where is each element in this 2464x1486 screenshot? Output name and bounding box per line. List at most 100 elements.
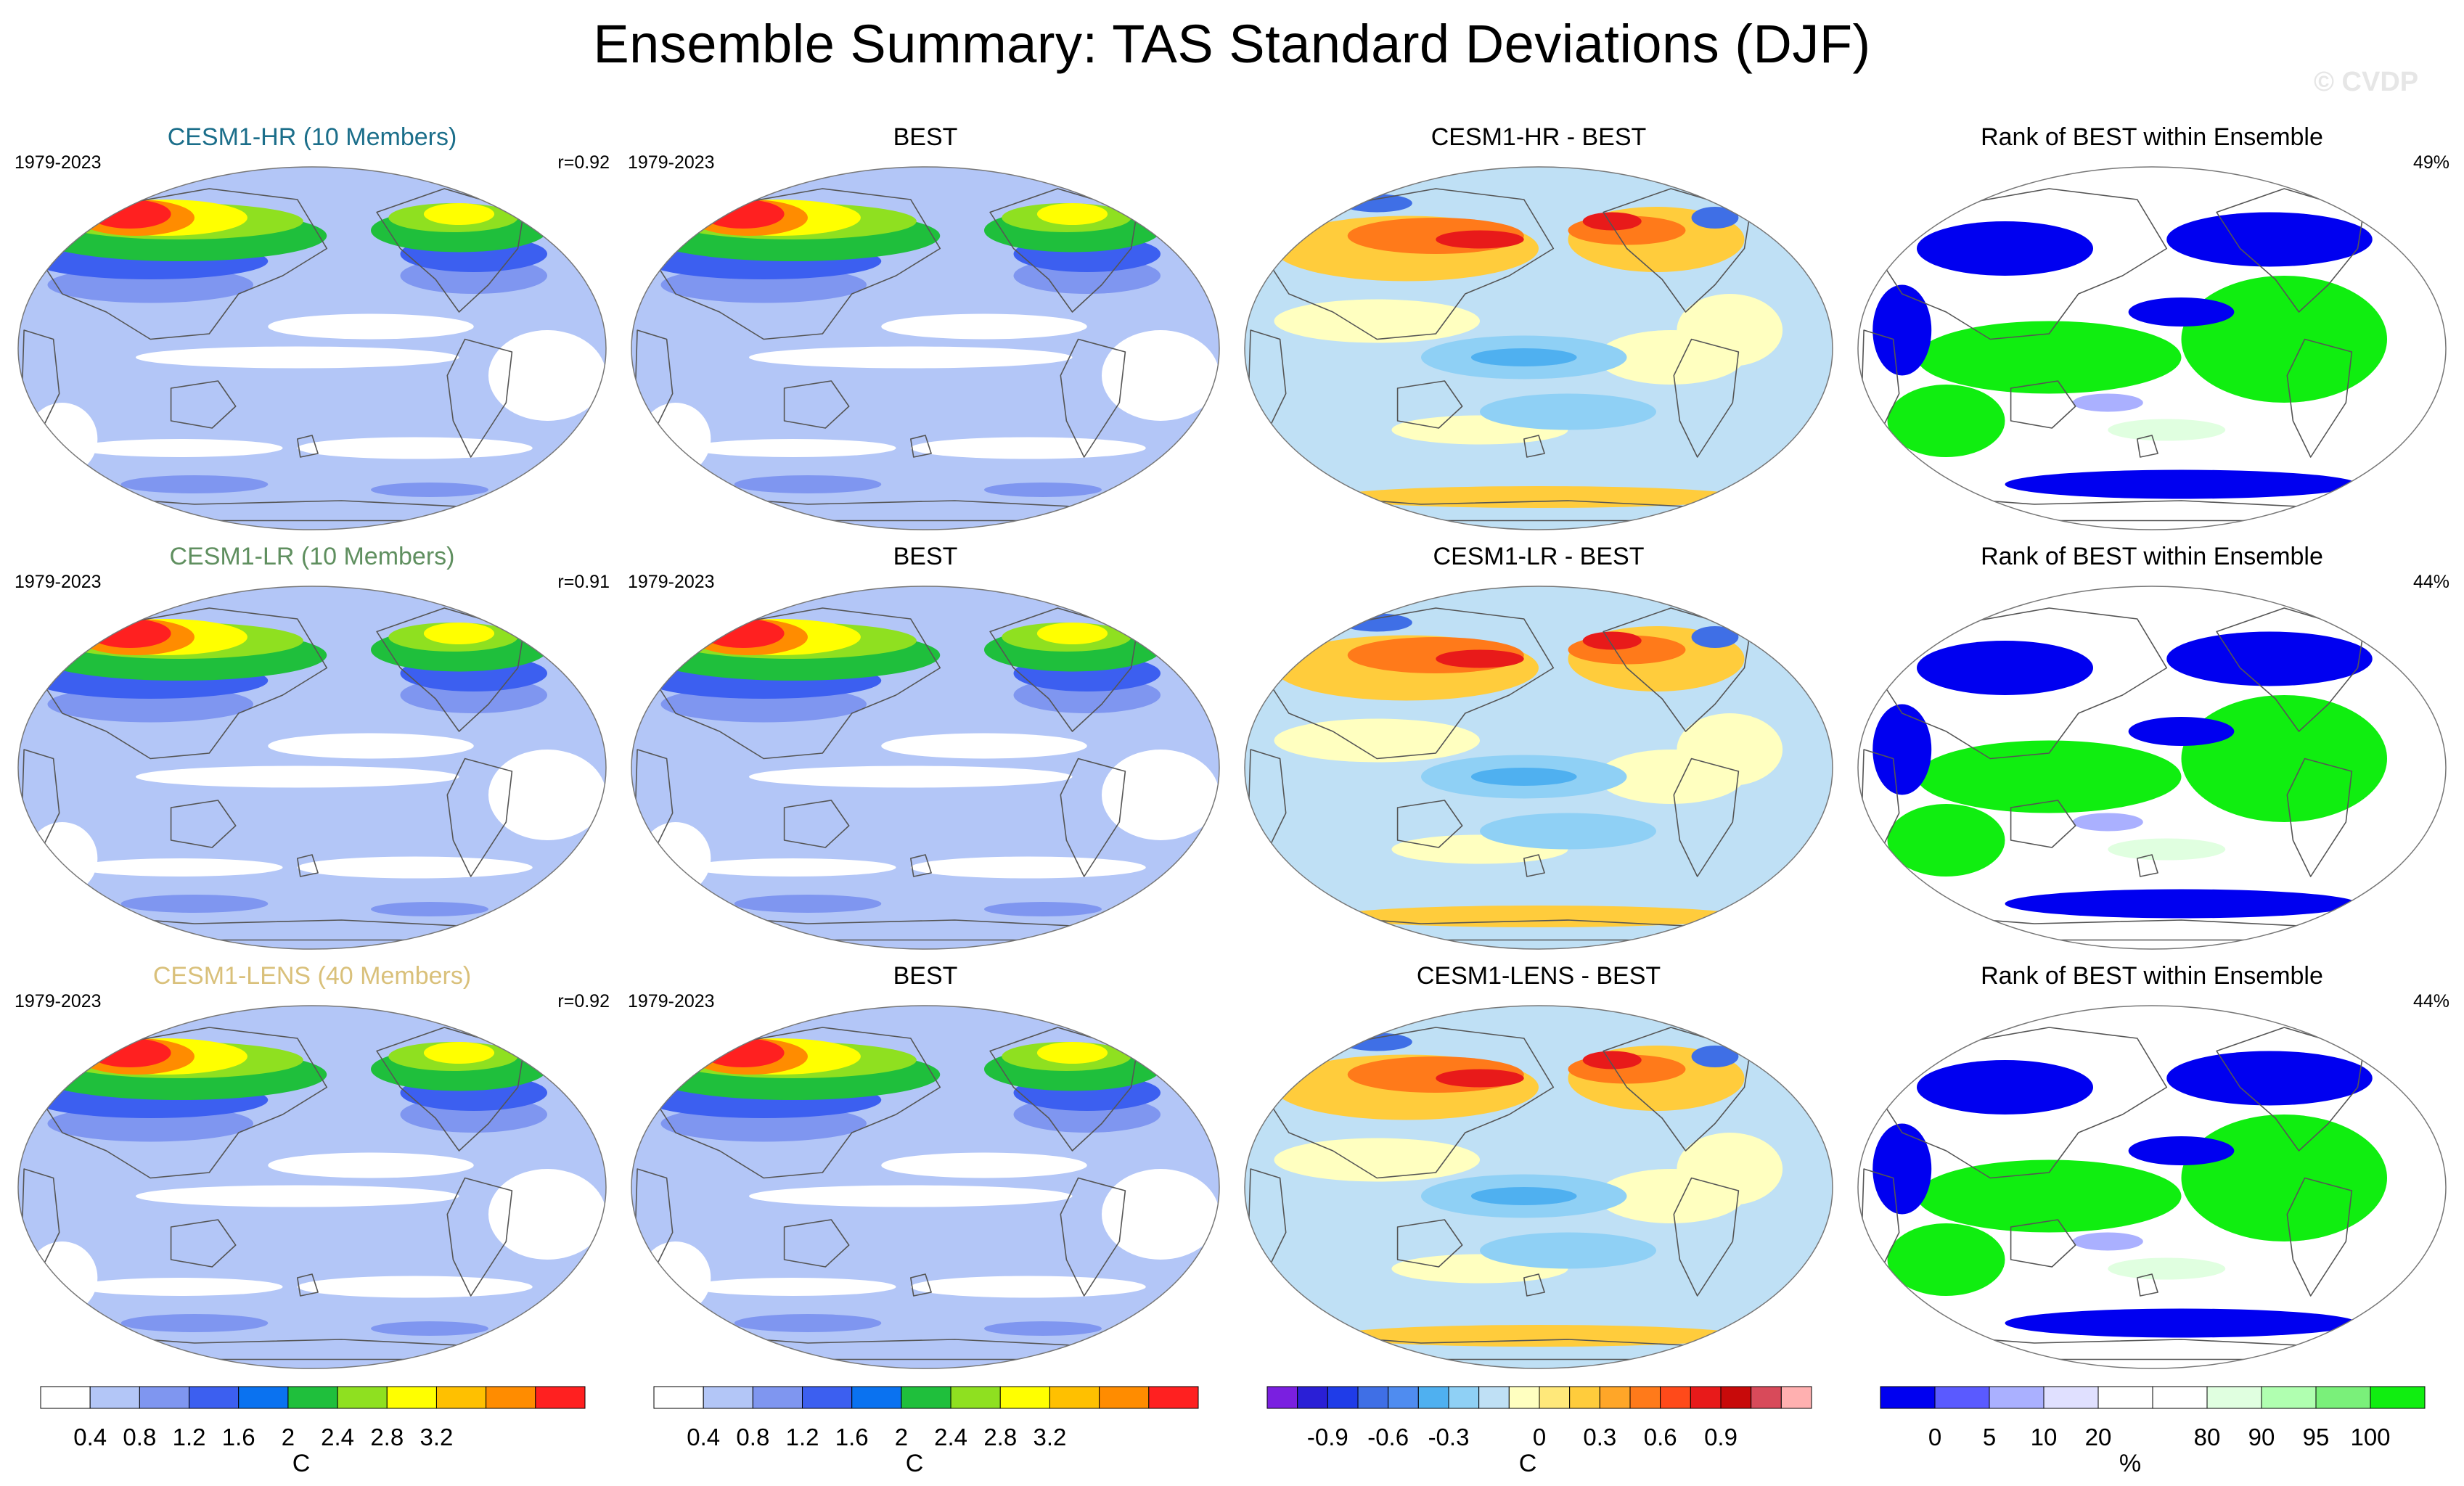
shaded-region: [2005, 469, 2358, 499]
coastline-nz: [910, 1273, 932, 1297]
shaded-region: [2181, 276, 2387, 403]
shaded-region: [734, 1314, 882, 1332]
shaded-region: [1480, 393, 1656, 430]
colorbar-swatch: [2370, 1386, 2426, 1409]
colorbar-tick-label: 0.4: [73, 1424, 107, 1450]
colorbar-tick-label: 10: [2030, 1424, 2058, 1450]
map-border: [17, 1005, 607, 1369]
coastline-greenland: [2375, 181, 2423, 237]
shaded-region: [268, 1152, 474, 1178]
rank-map: [1857, 586, 2447, 950]
stat-label: r=0.92: [557, 152, 610, 173]
shaded-region: [1917, 221, 2093, 276]
coastline-namerica: [1603, 607, 1751, 732]
colorbar-tick-label: 1.2: [785, 1424, 819, 1450]
period-label: 1979-2023: [15, 152, 102, 173]
coastline-samerica: [2286, 338, 2353, 458]
shaded-region: [136, 346, 459, 369]
shaded-region: [1436, 230, 1524, 249]
shaded-region: [371, 902, 488, 916]
colorbar-unit: C: [905, 1450, 924, 1477]
shaded-region: [1917, 1159, 2182, 1233]
colorbar-tick-label: 2.8: [370, 1424, 404, 1450]
shaded-region: [1917, 641, 2093, 695]
shaded-region: [1480, 1232, 1656, 1269]
colorbar-swatch: [238, 1386, 289, 1409]
diff-map: [1244, 166, 1833, 530]
colorbar-swatch: [653, 1386, 704, 1409]
map-panel: BEST 1979-2023: [628, 123, 1223, 544]
colorbar-tick-label: 2.8: [983, 1424, 1018, 1450]
shaded-region: [1887, 385, 2005, 457]
diff-map: [1244, 586, 1833, 950]
panel-title: Rank of BEST within Ensemble: [1981, 543, 2323, 570]
panel-title: CESM1-LENS - BEST: [1416, 962, 1661, 990]
colorbar-swatch: [1327, 1386, 1359, 1409]
shaded-region: [2108, 838, 2226, 861]
shaded-region: [910, 856, 1146, 879]
shaded-region: [1102, 750, 1219, 840]
colorbar-tick-label: 0.9: [1704, 1424, 1738, 1450]
coastline-namerica: [1603, 1027, 1751, 1152]
period-label: 1979-2023: [628, 572, 715, 592]
colorbar-swatches: [653, 1386, 1199, 1409]
std-map: [17, 166, 607, 530]
std-map: [631, 586, 1220, 950]
colorbar-unit: C: [1518, 1450, 1537, 1477]
shaded-region: [2005, 889, 2358, 919]
shaded-region: [268, 313, 474, 340]
coastline-asia: [32, 188, 328, 340]
shaded-region: [488, 330, 606, 421]
colorbar-swatch: [752, 1386, 803, 1409]
colorbar-swatches: [40, 1386, 586, 1409]
shaded-region: [297, 856, 533, 879]
std-map: [17, 1005, 607, 1369]
shaded-region: [1036, 1042, 1108, 1064]
colorbar-swatch: [1569, 1386, 1600, 1409]
colorbar-swatch: [1448, 1386, 1480, 1409]
colorbar-swatch: [1720, 1386, 1752, 1409]
map-fill-layer: [1245, 167, 1833, 530]
colorbar-swatch: [2097, 1386, 2153, 1409]
colorbar-tick-label: 0.6: [1643, 1424, 1677, 1450]
coastline-australia: [170, 1219, 237, 1268]
colorbar-swatch: [1049, 1386, 1100, 1409]
coastline-namerica: [2216, 188, 2365, 313]
shaded-region: [881, 733, 1087, 759]
colorbar-tick-label: 2: [281, 1424, 295, 1450]
colorbar-swatch: [999, 1386, 1050, 1409]
map-panel: CESM1-LR - BEST: [1241, 543, 1836, 964]
colorbar-tick-label: 90: [2248, 1424, 2275, 1450]
shaded-region: [2166, 631, 2373, 686]
coastline-australia: [783, 380, 850, 429]
shaded-region: [1274, 1138, 1480, 1182]
colorbar-swatch: [2043, 1386, 2099, 1409]
coastline-greenland: [535, 181, 584, 237]
coastline-nz: [910, 435, 932, 458]
shaded-region: [488, 750, 606, 840]
colorbar-swatch: [1880, 1386, 1936, 1409]
shaded-region: [1872, 1123, 1932, 1215]
shaded-region: [120, 1314, 269, 1332]
coastline-samerica: [2286, 758, 2353, 877]
shaded-region: [423, 623, 495, 644]
panel-title: Rank of BEST within Ensemble: [1981, 123, 2323, 151]
map-fill-layer: [18, 1006, 606, 1368]
map-panel: CESM1-LENS - BEST: [1241, 962, 1836, 1383]
colorbar-tick-label: -0.3: [1428, 1424, 1470, 1450]
colorbar-swatch: [486, 1386, 536, 1409]
coastline-namerica: [989, 607, 1138, 732]
colorbar-swatch: [703, 1386, 753, 1409]
map-fill-layer: [631, 586, 1219, 949]
coastline-australia: [1396, 800, 1463, 848]
colorbar-swatch: [901, 1386, 951, 1409]
coastline-australia: [2010, 800, 2076, 848]
coastline-namerica: [376, 1027, 525, 1152]
shaded-region: [77, 858, 283, 877]
colorbar-swatch: [851, 1386, 902, 1409]
colorbar-tick-label: 0.8: [123, 1424, 157, 1450]
colorbar-swatch: [1148, 1386, 1199, 1409]
shaded-region: [1582, 212, 1642, 231]
map-border: [631, 1005, 1220, 1369]
map-fill-layer: [631, 1006, 1219, 1368]
